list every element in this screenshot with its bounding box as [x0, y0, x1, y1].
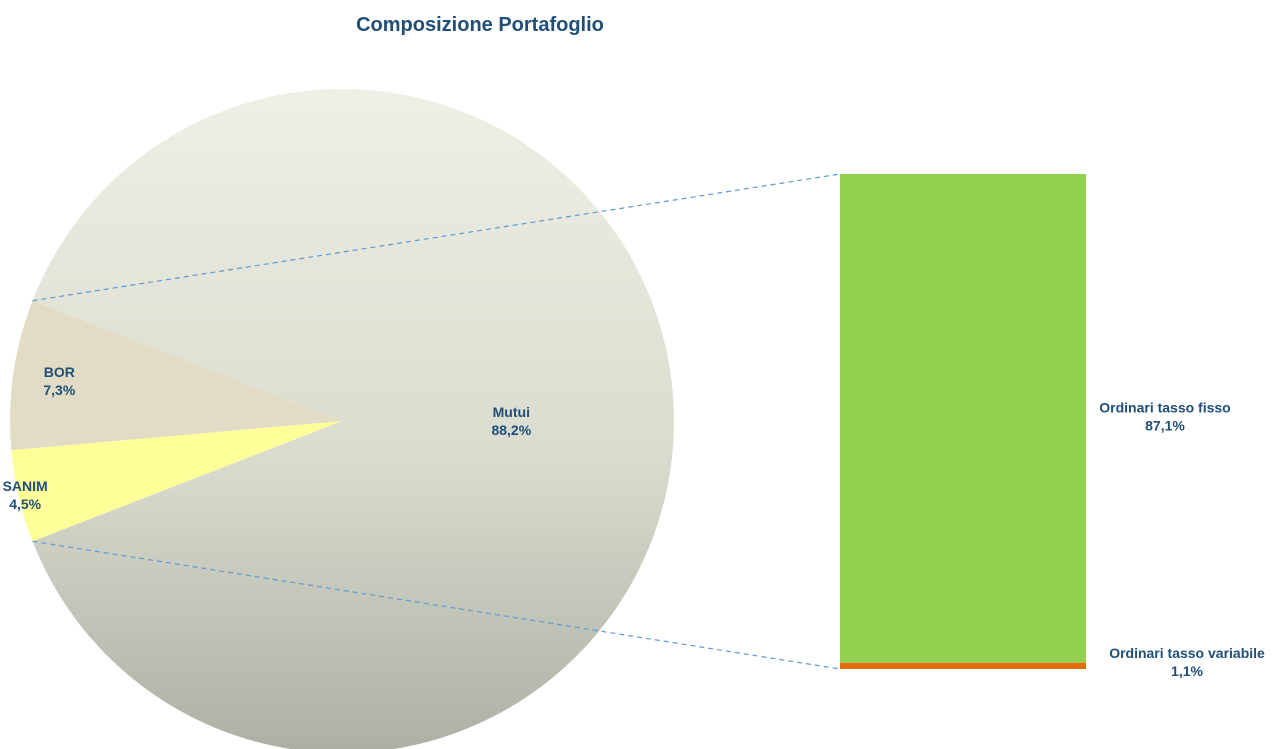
connector-line-top — [32, 173, 841, 302]
pie-slice-mutui — [32, 89, 675, 749]
pie-value-sanim: 4,5% — [9, 496, 41, 512]
bar-label-ordinari-tasso-fisso: Ordinari tasso fisso — [1099, 399, 1230, 415]
bar-label-ordinari-tasso-variabile: Ordinari tasso variabile — [1109, 645, 1265, 661]
bar-value-ordinari-tasso-variabile: 1,1% — [1171, 663, 1203, 679]
pie-slice-bor — [10, 300, 342, 451]
pie-label-mutui: Mutui — [493, 404, 530, 420]
connector-line-bottom — [32, 540, 841, 670]
bar-value-ordinari-tasso-fisso: 87,1% — [1145, 417, 1185, 433]
pie-slice-sanim — [11, 421, 343, 542]
pie-label-bor: BOR — [44, 364, 75, 380]
pie-group: Mutui 88,2% SANIM 4,5% BOR 7,3% — [3, 89, 675, 749]
connector-group — [32, 173, 841, 670]
bar-group: Ordinari tasso fisso 87,1% Ordinari tasso … — [840, 174, 1265, 679]
pie-label-sanim: SANIM — [3, 478, 48, 494]
chart-title: Composizione Portafoglio — [356, 14, 604, 36]
bar-segment-ordinari-tasso-fisso — [840, 174, 1086, 663]
pie-value-mutui: 88,2% — [491, 422, 531, 438]
bar-segment-ordinari-tasso-variabile — [840, 662, 1086, 669]
pie-value-bor: 7,3% — [43, 382, 75, 398]
